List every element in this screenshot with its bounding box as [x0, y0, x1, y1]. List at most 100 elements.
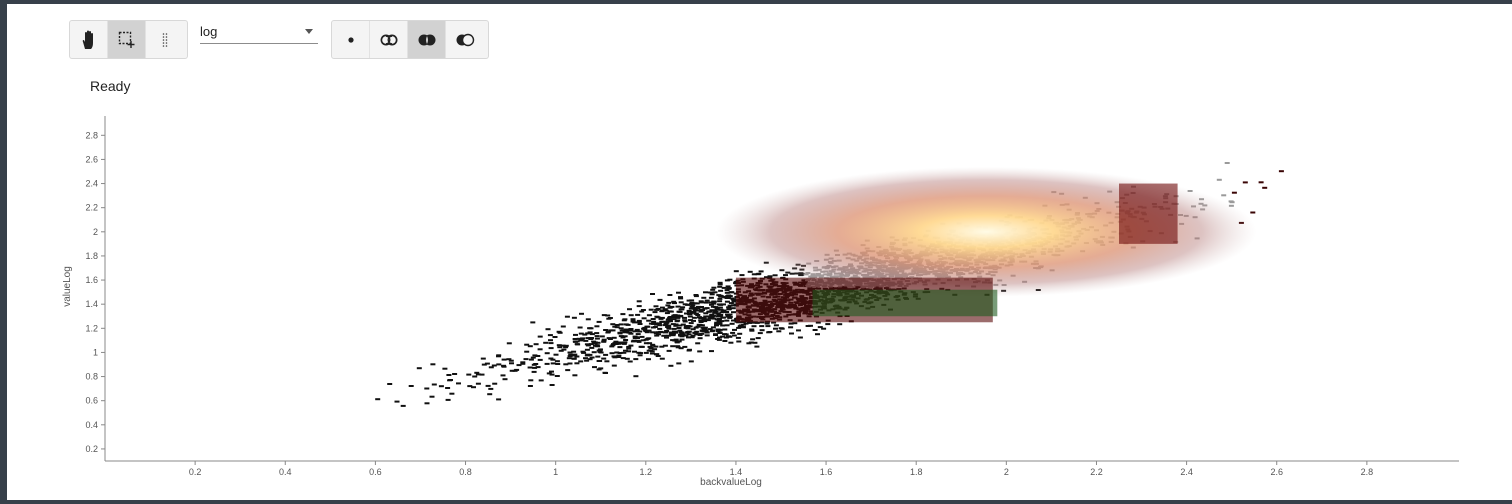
density-cell [611, 336, 617, 339]
density-cell [561, 348, 567, 351]
density-cell [501, 358, 507, 361]
density-cell [583, 357, 588, 360]
density-cell [548, 339, 553, 342]
density-cell [549, 370, 554, 373]
y-tick-label: 0.2 [85, 444, 98, 454]
density-cell [756, 272, 762, 275]
density-cell [623, 339, 629, 341]
density-cell [700, 326, 706, 329]
density-cell [632, 335, 638, 338]
density-cell [704, 318, 710, 321]
density-cell [537, 335, 543, 338]
density-cell [726, 335, 731, 338]
density-cell [563, 363, 569, 366]
density-cell [715, 338, 721, 340]
density-cell [687, 313, 693, 316]
density-cell [666, 324, 672, 327]
density-cell [603, 353, 609, 356]
density-cell [719, 311, 725, 314]
density-cell [1216, 178, 1222, 181]
density-cell [837, 323, 843, 326]
density-cell [727, 304, 733, 307]
density-cell [640, 309, 646, 311]
density-cell [633, 375, 639, 378]
density-cell [630, 319, 636, 322]
density-cell [563, 346, 569, 349]
density-cell [669, 305, 675, 308]
density-cell [712, 291, 718, 294]
density-cell [686, 309, 692, 312]
density-cell [488, 387, 494, 390]
density-cell [679, 338, 685, 341]
density-cell [598, 348, 603, 351]
density-cell [685, 327, 691, 330]
density-cell [627, 308, 632, 311]
density-cell [594, 332, 600, 335]
density-cell [487, 393, 493, 396]
density-cell [623, 349, 628, 352]
density-cell [726, 308, 732, 311]
density-cell [578, 332, 584, 335]
lasso-tool-button[interactable] [146, 21, 184, 58]
density-cell [643, 342, 649, 345]
density-cell [695, 342, 701, 345]
density-cell [1242, 181, 1248, 184]
density-cell [699, 332, 705, 335]
y-tick-label: 1.2 [85, 323, 98, 333]
density-cell [736, 321, 742, 324]
x-tick-label: 0.2 [189, 467, 202, 477]
density-cell [618, 323, 624, 326]
density-cell [1278, 170, 1284, 173]
density-cell [408, 385, 414, 387]
density-cell [508, 359, 514, 362]
plot-panel: log Ready [7, 4, 1512, 500]
x-tick-label: 1.8 [910, 467, 923, 477]
density-cell [595, 341, 601, 344]
single-mode-button[interactable] [332, 21, 370, 58]
density-cell [430, 363, 436, 366]
difference-mode-button[interactable] [446, 21, 484, 58]
density-cell [767, 331, 773, 333]
density-cell [634, 328, 640, 331]
density-cell [764, 322, 770, 325]
density-cell [628, 332, 634, 335]
density-cell [560, 344, 566, 347]
x-tick-label: 1.6 [820, 467, 833, 477]
density-cell [717, 322, 723, 325]
density-cell [759, 329, 765, 332]
union-mode-button[interactable] [370, 21, 408, 58]
y-tick-label: 2.4 [85, 179, 98, 189]
density-cell [812, 329, 818, 331]
density-cell [668, 331, 674, 334]
density-cell [740, 326, 746, 329]
density-cell [574, 355, 580, 358]
density-cell [759, 321, 765, 324]
density-cell [537, 358, 543, 361]
density-cell [583, 339, 589, 342]
density-cell [589, 356, 595, 359]
density-cell [718, 308, 724, 311]
density-cell [716, 294, 722, 297]
density-cell [684, 331, 690, 334]
density-cell [545, 328, 551, 331]
scale-select[interactable]: log [200, 20, 318, 44]
density-cell [618, 335, 624, 338]
box-select-tool-button[interactable] [108, 21, 146, 58]
density-cell [636, 321, 642, 324]
density-cell [528, 379, 534, 382]
density-cell [717, 306, 723, 309]
density-cell [678, 297, 684, 300]
density-cell [712, 311, 718, 314]
density-cell [711, 317, 717, 320]
density-cell [678, 331, 684, 334]
pan-tool-button[interactable] [70, 21, 108, 58]
density-cell [646, 319, 652, 322]
intersection-mode-button[interactable] [408, 21, 446, 58]
density-cell [751, 273, 757, 276]
density-plot[interactable]: 0.2 0.4 0.6 0.8 1 1.2 1.4 1.6 1.8 2 2.2 2.4 2.6 2.8 0.… [7, 4, 1512, 500]
density-cell [778, 327, 784, 330]
density-cell [716, 320, 722, 323]
density-cell [516, 364, 522, 367]
density-cell [698, 308, 704, 311]
density-cell [723, 336, 729, 339]
